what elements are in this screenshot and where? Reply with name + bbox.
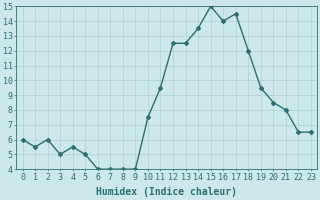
X-axis label: Humidex (Indice chaleur): Humidex (Indice chaleur) (96, 187, 237, 197)
